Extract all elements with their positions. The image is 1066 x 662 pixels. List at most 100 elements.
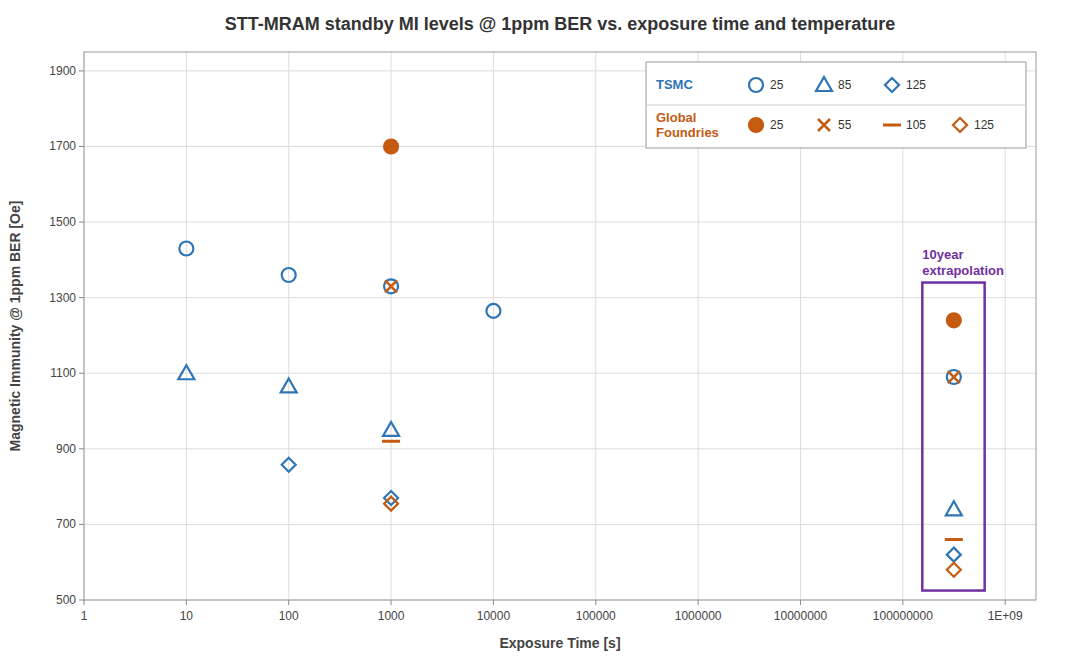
legend-divider xyxy=(646,105,1026,106)
data-point xyxy=(946,501,962,515)
tick-x xyxy=(595,600,596,605)
tick-label-x: 10000 xyxy=(477,609,511,623)
data-point xyxy=(384,139,398,153)
legend-box xyxy=(646,62,1026,148)
tick-label-x: 1000000 xyxy=(675,609,722,623)
tick-x xyxy=(186,600,187,605)
tick-y xyxy=(79,373,84,374)
tick-label-y: 1500 xyxy=(49,215,76,229)
data-point xyxy=(947,563,961,577)
tick-x xyxy=(698,600,699,605)
data-point xyxy=(384,279,398,293)
grid-line-x xyxy=(391,52,392,600)
legend: TSMC2585125GlobalFoundries2555105125 xyxy=(646,62,1026,148)
y-axis-label: Magnetic Immunity @ 1ppm BER [Oe] xyxy=(7,201,23,452)
tick-label-y: 1900 xyxy=(49,64,76,78)
legend-marker xyxy=(885,78,899,92)
tick-y xyxy=(79,524,84,525)
chart: STT-MRAM standby MI levels @ 1ppm BER vs… xyxy=(0,0,1066,662)
legend-label: 55 xyxy=(838,118,852,132)
data-point xyxy=(178,365,194,379)
series xyxy=(384,139,961,327)
plot-frame xyxy=(84,52,1036,600)
tick-label-x: 1 xyxy=(81,609,88,623)
data-point xyxy=(947,548,961,562)
axes: 1 10 100 1000 10000 100000 1000000 10000000 1000… xyxy=(49,52,1036,623)
legend-marker xyxy=(749,78,763,92)
data-point xyxy=(282,458,296,472)
data-point xyxy=(385,280,397,292)
tick-x xyxy=(493,600,494,605)
annotation-line: 10year xyxy=(922,247,963,262)
title: STT-MRAM standby MI levels @ 1ppm BER vs… xyxy=(225,14,896,34)
tick-label-x: 100 xyxy=(279,609,299,623)
tick-label-y: 500 xyxy=(56,593,76,607)
tick-x xyxy=(288,600,289,605)
series xyxy=(282,458,961,562)
legend-group-line: Global xyxy=(656,110,696,125)
legend-marker xyxy=(883,124,901,127)
grid xyxy=(84,52,1036,600)
data-point xyxy=(383,422,399,436)
x-axis-label: Exposure Time [s] xyxy=(499,635,620,651)
tick-label-x: 1000 xyxy=(378,609,405,623)
annotation-layer xyxy=(922,283,984,591)
legend-group-label: TSMC xyxy=(656,77,693,92)
series xyxy=(384,497,961,577)
legend-label: 125 xyxy=(974,118,994,132)
tick-y xyxy=(79,448,84,449)
tick-label-y: 1300 xyxy=(49,291,76,305)
tick-label-x: 10000000 xyxy=(774,609,828,623)
legend-group-line: Foundries xyxy=(656,125,719,140)
legend-label: 85 xyxy=(838,78,852,92)
tick-y xyxy=(79,70,84,71)
tick-label-y: 1100 xyxy=(50,366,76,380)
grid-line-x xyxy=(186,52,187,600)
series xyxy=(385,280,960,383)
data-point xyxy=(281,378,297,392)
grid-line-y xyxy=(84,524,1036,525)
grid-line-y xyxy=(84,373,1036,374)
grid-line-x xyxy=(288,52,289,600)
series xyxy=(179,242,960,384)
tick-label-y: 1700 xyxy=(49,139,76,153)
grid-line-x xyxy=(595,52,596,600)
legend-marker xyxy=(818,119,830,131)
grid-line-x xyxy=(493,52,494,600)
series xyxy=(382,441,963,539)
tick-y xyxy=(79,600,84,601)
tick-y xyxy=(79,297,84,298)
legend-marker xyxy=(816,77,832,91)
data-point xyxy=(384,497,398,511)
tick-label-y: 700 xyxy=(56,517,76,531)
legend-label: 25 xyxy=(770,118,784,132)
data-layer xyxy=(178,139,962,576)
grid-line-y xyxy=(84,448,1036,449)
tick-x xyxy=(391,600,392,605)
tick-y xyxy=(79,222,84,223)
tick-label-x: 1E+09 xyxy=(988,609,1023,623)
grid-line-y xyxy=(84,222,1036,223)
tick-label-x: 100000 xyxy=(576,609,616,623)
legend-marker xyxy=(953,118,967,132)
tick-x xyxy=(1005,600,1006,605)
tick-label-y: 900 xyxy=(56,442,76,456)
data-point xyxy=(486,304,500,318)
tick-label-x: 100000000 xyxy=(873,609,933,623)
tick-x xyxy=(800,600,801,605)
legend-label: 105 xyxy=(906,118,926,132)
series xyxy=(178,365,961,515)
tick-x xyxy=(84,600,85,605)
grid-line-y xyxy=(84,297,1036,298)
data-point xyxy=(947,313,961,327)
annotation-line: extrapolation xyxy=(922,263,1004,278)
legend-label: 125 xyxy=(906,78,926,92)
legend-group-line: TSMC xyxy=(656,77,693,92)
data-point xyxy=(382,440,400,443)
tick-label-x: 10 xyxy=(180,609,194,623)
legend-marker xyxy=(749,118,763,132)
annotation-box xyxy=(922,283,984,591)
data-point xyxy=(947,370,961,384)
data-point xyxy=(179,242,193,256)
tick-x xyxy=(902,600,903,605)
